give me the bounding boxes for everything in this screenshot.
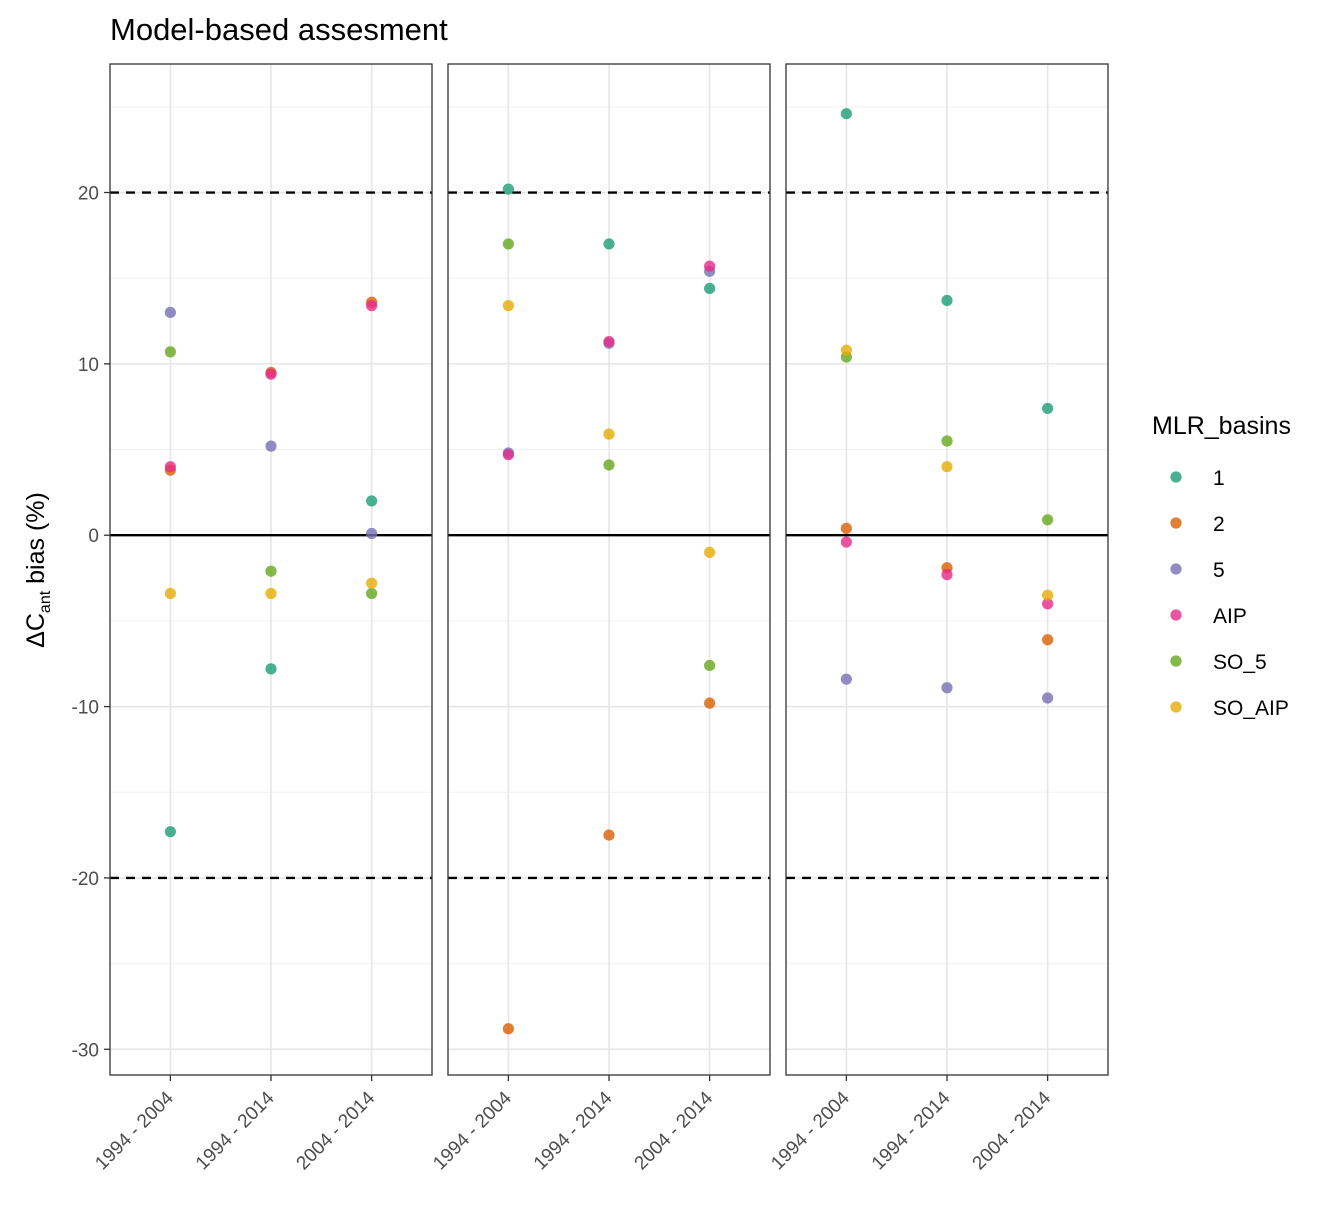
legend-item-label: 5 [1213,559,1225,582]
legend-item-label: 1 [1213,467,1225,490]
data-point-1-1 [164,826,176,838]
legend-item-label: SO_AIP [1213,697,1289,720]
legend-items: 1 2 5 AIP SO_5 SO_AIP [1170,467,1289,720]
legend-item-SO_5: SO_5 [1170,651,1267,674]
data-point-1-3 [704,282,716,295]
data-point-SO_5-3 [704,659,716,672]
data-point-1-1 [502,183,514,195]
legend-item-label: 2 [1213,513,1225,536]
facet-panel-2: 1994 - 2004 1994 - 2014 2004 - 2014 [429,63,771,1174]
data-point-SO_5-3 [1042,514,1054,526]
legend-title: MLR_basins [1152,412,1291,440]
data-point-SO_AIP-3 [366,577,378,589]
legend-item-label: SO_5 [1213,651,1267,674]
data-point-SO_5-2 [603,459,615,471]
data-point-SO_5-2 [941,435,953,447]
data-point-AIP-3 [1042,598,1054,610]
data-point-SO_5-3 [366,587,378,600]
facet-panel-1: 1994 - 2004 1994 - 2014 2004 - 2014 [91,63,433,1174]
data-point-AIP-1 [840,536,852,548]
data-point-SO_AIP-2 [603,428,615,440]
legend-item-AIP: AIP [1170,605,1247,628]
data-point-2-2 [603,829,615,841]
x-tick-label: 2004 - 2014 [293,1087,380,1174]
legend: MLR_basins 1 2 5 AIP SO_5 SO_AIP [1152,412,1291,720]
legend-key-marker [1170,609,1182,621]
data-point-1-2 [265,663,277,675]
data-point-5-3 [366,527,378,540]
data-point-SO_AIP-2 [265,587,277,600]
facet-panels: 1994 - 2004 1994 - 2014 2004 - 2014 1994 - … [91,63,1109,1174]
data-point-SO_AIP-2 [941,461,953,473]
x-tick-label: 1994 - 2004 [767,1087,854,1174]
data-point-1-1 [840,108,852,120]
legend-key-marker [1170,471,1182,483]
data-point-SO_5-1 [502,238,514,250]
data-point-1-3 [1042,402,1054,415]
y-axis: -30 -20 -10 0 10 20 [72,184,110,1061]
x-tick-label: 1994 - 2004 [91,1087,178,1174]
data-point-2-3 [704,697,716,709]
legend-item-SO_AIP: SO_AIP [1170,697,1289,720]
y-tick-label: -10 [72,698,99,719]
x-tick-label: 1994 - 2004 [429,1087,516,1174]
data-point-5-1 [840,673,852,685]
chart-title: Model-based assesment [110,12,448,47]
data-point-5-3 [1042,692,1054,704]
legend-key-marker [1170,563,1182,575]
data-point-1-2 [603,238,615,250]
legend-key-marker [1170,517,1182,529]
data-point-SO_5-2 [265,565,277,577]
data-point-SO_AIP-3 [1042,589,1054,601]
data-point-AIP-2 [603,335,615,348]
data-point-SO_AIP-1 [840,344,852,356]
data-point-SO_5-1 [164,346,176,358]
data-point-AIP-3 [366,300,378,312]
data-point-1-3 [366,495,378,507]
y-tick-label: -20 [72,869,99,890]
x-tick-label: 2004 - 2014 [969,1087,1056,1174]
data-point-SO_AIP-3 [704,546,716,558]
x-tick-label: 1994 - 2014 [192,1087,279,1174]
y-tick-label: 20 [78,184,99,205]
y-axis-label: ΔCant bias (%) [22,492,54,648]
y-tick-label: -30 [72,1040,99,1061]
data-point-5-2 [941,682,953,694]
data-point-2-3 [1042,634,1054,646]
legend-item-2: 2 [1170,513,1225,536]
legend-item-1: 1 [1170,467,1225,490]
x-tick-label: 1994 - 2014 [530,1087,617,1174]
data-point-AIP-1 [164,461,176,473]
legend-key-marker [1170,701,1182,713]
data-point-5-1 [164,306,176,319]
data-point-1-2 [941,294,953,307]
data-point-AIP-2 [941,569,953,581]
data-point-SO_AIP-1 [164,587,176,600]
x-tick-label: 2004 - 2014 [631,1087,718,1174]
data-point-5-2 [265,440,277,452]
data-point-AIP-2 [265,368,277,380]
data-point-2-1 [502,1023,514,1035]
y-axis-label-subscript: ant [37,590,54,613]
data-point-AIP-1 [502,449,514,461]
y-tick-label: 0 [88,526,99,547]
y-tick-label: 10 [78,355,99,376]
data-point-2-1 [840,522,852,534]
legend-key-marker [1170,655,1182,667]
facet-panel-3: 1994 - 2004 1994 - 2014 2004 - 2014 [767,63,1109,1174]
y-axis-label-prefix: ΔC [22,613,50,648]
data-point-AIP-3 [704,260,716,272]
data-point-SO_AIP-1 [502,300,514,312]
y-axis-label-suffix: bias (%) [22,492,50,591]
x-tick-label: 1994 - 2014 [868,1087,955,1174]
legend-item-label: AIP [1213,605,1247,628]
legend-item-5: 5 [1170,559,1225,582]
